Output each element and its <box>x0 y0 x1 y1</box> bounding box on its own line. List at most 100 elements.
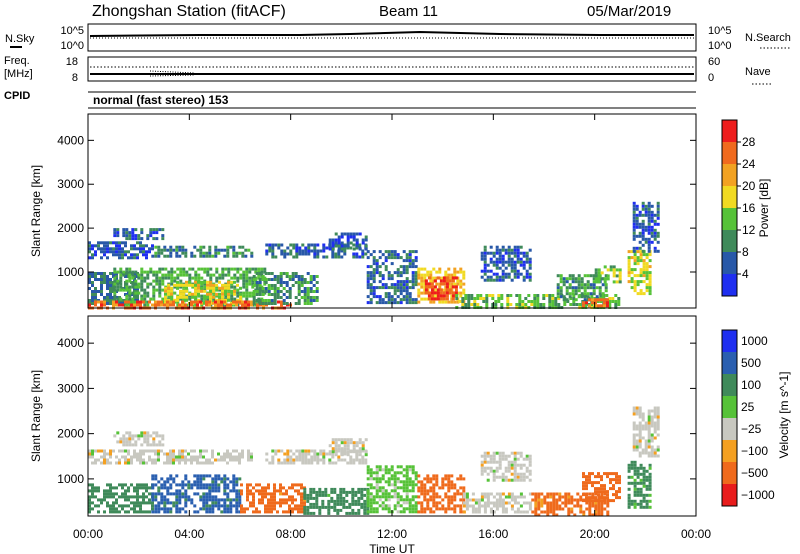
power-cell-5 <box>221 298 224 302</box>
power-cell-13 <box>486 278 490 282</box>
velocity-cell-1 <box>250 452 253 456</box>
velocity-cell-7 <box>157 510 161 514</box>
velocity-cell-9 <box>321 499 325 503</box>
velocity-cell-8 <box>288 504 291 508</box>
power-cell-4 <box>236 291 240 295</box>
velocity-cell-12 <box>507 492 511 496</box>
velocity-cell-12 <box>498 495 502 499</box>
power-cell-11 <box>456 270 460 274</box>
velocity-cell-7 <box>223 504 227 508</box>
velocity-cell-0 <box>125 440 129 444</box>
power-cell-13 <box>528 260 532 264</box>
power-cell-10 <box>372 292 376 296</box>
velocity-cell-9 <box>333 487 337 491</box>
velocity-cell-13 <box>534 504 538 508</box>
power-cell-4 <box>221 267 225 271</box>
velocity-cell-15 <box>636 502 640 506</box>
power-cell-13 <box>489 251 493 255</box>
power-cell-3 <box>121 287 124 290</box>
power-cell-14 <box>482 297 486 300</box>
velocity-cell-11 <box>417 486 421 490</box>
power-cell-13 <box>480 257 484 261</box>
power-cell-8 <box>310 243 314 247</box>
power-cell-13 <box>513 272 517 276</box>
power-cell-13 <box>513 263 517 267</box>
velocity-cell-5 <box>638 415 642 419</box>
velocity-cell-4 <box>495 466 499 470</box>
power-cell-10 <box>393 301 397 305</box>
velocity-cell-1 <box>166 461 169 465</box>
power-cell-10 <box>393 250 397 254</box>
power-cell-4 <box>173 291 177 295</box>
velocity-cell-11 <box>429 498 433 502</box>
power-cell-13 <box>486 251 490 255</box>
velocity-cell-7 <box>214 474 218 478</box>
velocity-cell-1 <box>97 449 100 453</box>
velocity-cell-6 <box>124 498 127 502</box>
power-cell-8 <box>331 255 335 259</box>
velocity-cell-7 <box>199 495 203 499</box>
power-cell-10 <box>387 256 391 260</box>
velocity-cell-11 <box>432 510 436 514</box>
power-cell-14 <box>464 297 468 300</box>
power-cell-6 <box>247 300 250 304</box>
velocity-cell-15 <box>636 481 640 485</box>
velocity-cell-4 <box>519 466 523 470</box>
velocity-cell-3 <box>355 450 359 454</box>
power-cell-14 <box>485 294 489 297</box>
power-cell-14 <box>569 303 573 306</box>
nave-label: Nave <box>745 66 771 78</box>
velocity-cell-5 <box>638 424 642 428</box>
velocity-cell-1 <box>136 458 139 462</box>
velocity-cell-15 <box>630 499 634 503</box>
velocity-cell-13 <box>564 501 568 505</box>
power-cell-11 <box>450 294 454 298</box>
velocity-cell-7 <box>205 495 209 499</box>
power-cell-15 <box>586 286 590 290</box>
velocity-cell-0 <box>128 431 132 435</box>
power-cell-6 <box>250 303 253 307</box>
power-cell-10 <box>390 283 394 287</box>
power-cell-14 <box>611 297 615 300</box>
power-cell-8 <box>271 246 275 250</box>
velocity-cell-12 <box>495 507 499 511</box>
power-cell-5 <box>206 283 209 287</box>
velocity-cell-7 <box>217 483 221 487</box>
velocity-cell-10 <box>366 465 370 469</box>
velocity-cell-14 <box>582 493 585 497</box>
power-cell-3 <box>118 296 121 299</box>
velocity-cell-3 <box>343 441 347 445</box>
velocity-cell-1 <box>118 461 121 465</box>
power-cell-12 <box>451 285 455 289</box>
power-cell-10 <box>405 280 409 284</box>
velocity-cell-4 <box>486 451 490 455</box>
velocity-cell-7 <box>205 510 209 514</box>
power-cell-13 <box>498 266 502 270</box>
power-cell-9 <box>328 238 332 242</box>
velocity-cell-7 <box>211 498 215 502</box>
power-cell-5 <box>206 286 209 290</box>
power-cell-4 <box>215 276 219 280</box>
power-cell-10 <box>402 250 406 254</box>
velocity-cell-10 <box>381 495 385 499</box>
power-cell-6 <box>166 300 169 304</box>
velocity-cell-0 <box>152 443 156 447</box>
velocity-cell-1 <box>223 455 226 459</box>
y-tick-label: 3000 <box>57 177 84 191</box>
power-cell-2 <box>226 251 230 255</box>
velocity-cell-1 <box>199 452 202 456</box>
power-cell-10 <box>372 280 376 284</box>
velocity-cell-10 <box>411 486 415 490</box>
velocity-cell-7 <box>217 477 221 481</box>
power-cell-11 <box>420 279 424 283</box>
velocity-cell-13 <box>537 501 541 505</box>
velocity-cell-13 <box>546 495 550 499</box>
power-cell-10 <box>366 250 370 254</box>
velocity-cell-14 <box>609 481 612 485</box>
power-cell-9 <box>358 232 362 236</box>
power-cell-15 <box>592 274 596 278</box>
power-cell-4 <box>242 291 246 295</box>
velocity-cell-5 <box>656 445 660 449</box>
power-cell-19 <box>653 249 657 253</box>
velocity-cell-15 <box>639 478 643 482</box>
